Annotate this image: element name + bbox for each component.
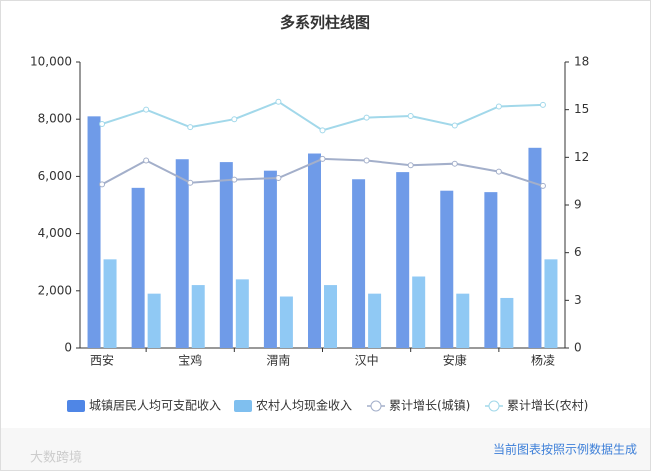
point	[451, 160, 458, 167]
bar	[500, 297, 514, 348]
point	[143, 106, 150, 113]
bar	[147, 293, 161, 348]
bar	[396, 172, 410, 348]
point	[363, 157, 370, 164]
legend-label: 累计增长(城镇)	[389, 399, 470, 413]
y2-tick-label: 18	[574, 55, 589, 69]
footer-note[interactable]: 当前图表按照示例数据生成	[493, 442, 637, 457]
bar	[131, 187, 145, 348]
point	[319, 155, 326, 162]
point	[407, 162, 414, 169]
bar	[368, 293, 382, 348]
bar	[263, 170, 277, 348]
bar	[352, 179, 366, 348]
bar	[412, 276, 426, 348]
legend-label: 累计增长(农村)	[507, 399, 588, 413]
bar	[456, 293, 470, 348]
bar	[308, 153, 321, 348]
y-tick-label: 10,000	[30, 55, 72, 69]
bar	[191, 285, 205, 348]
point	[187, 179, 194, 186]
x-tick-label: 渭南	[266, 353, 290, 368]
bar	[324, 285, 337, 348]
legend-swatch	[488, 400, 500, 412]
footer	[1, 428, 650, 470]
point	[539, 101, 546, 108]
point	[539, 182, 546, 189]
x-tick-label: 汉中	[355, 353, 379, 368]
y2-tick-label: 12	[574, 150, 589, 164]
bar	[103, 259, 117, 348]
y-tick-label: 6,000	[38, 169, 72, 183]
bar	[87, 116, 101, 348]
x-tick-label: 安康	[443, 353, 467, 368]
point	[275, 174, 282, 181]
y2-tick-label: 3	[574, 293, 582, 307]
bar	[484, 192, 498, 348]
legend-swatch	[234, 400, 252, 412]
x-tick-label: 西安	[90, 353, 114, 368]
y-tick-label: 4,000	[38, 226, 72, 240]
bar	[219, 162, 233, 348]
point	[319, 127, 326, 134]
y2-tick-label: 0	[574, 341, 582, 355]
chart-title: 多系列柱线图	[280, 14, 370, 32]
point	[451, 122, 458, 129]
watermark: 大数跨境	[30, 451, 82, 466]
x-tick-label: 宝鸡	[178, 353, 202, 368]
y-tick-label: 8,000	[38, 112, 72, 126]
y-tick-label: 0	[64, 341, 72, 355]
bar	[279, 296, 293, 348]
point	[187, 124, 194, 131]
bar	[544, 259, 558, 348]
y2-tick-label: 15	[574, 102, 589, 116]
legend-label: 城镇居民人均可支配收入	[89, 399, 221, 413]
legend-swatch	[67, 400, 85, 412]
x-tick-label: 杨凌	[531, 353, 555, 368]
point	[231, 116, 238, 123]
point	[495, 103, 502, 110]
point	[275, 98, 282, 105]
y2-tick-label: 9	[574, 198, 582, 212]
y-tick-label: 2,000	[38, 283, 72, 297]
point	[363, 114, 370, 121]
point	[143, 157, 150, 164]
bar	[235, 279, 249, 348]
point	[407, 113, 414, 120]
bar	[175, 159, 189, 348]
y2-tick-label: 6	[574, 245, 582, 259]
point	[99, 120, 106, 127]
point	[231, 176, 238, 183]
bar	[440, 190, 454, 348]
point	[99, 181, 106, 188]
bar	[528, 147, 542, 348]
point	[495, 168, 502, 175]
legend-label: 农村人均现金收入	[256, 398, 352, 413]
legend-swatch	[370, 400, 382, 412]
